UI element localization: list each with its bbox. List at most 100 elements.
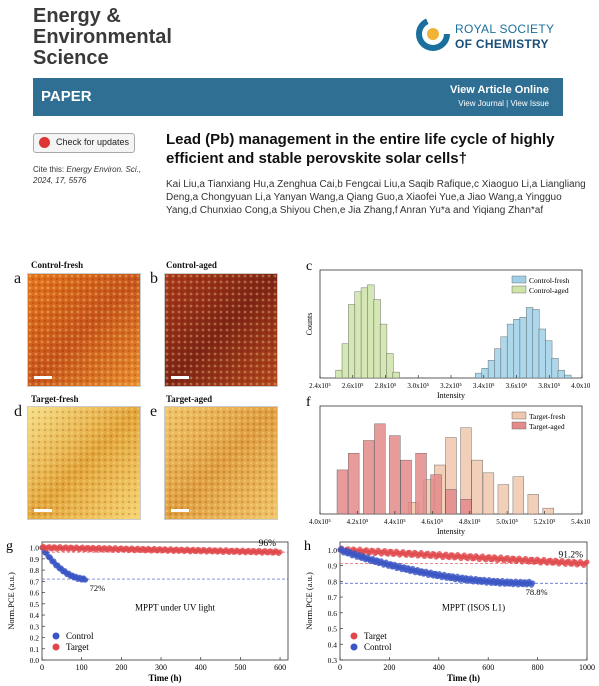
x-tick-label: 4.0x10⁵ xyxy=(309,518,331,526)
hist-bar-target-aged xyxy=(389,435,401,515)
hist-bar-target-fresh xyxy=(497,484,510,515)
data-point-control xyxy=(83,577,89,583)
panel-d-heatmap xyxy=(27,406,141,520)
x-tick-label: 400 xyxy=(195,663,207,672)
hist-bar-target-aged xyxy=(415,453,427,515)
hist-bar-control-fresh xyxy=(532,309,540,379)
hist-bar-control-aged xyxy=(360,287,369,379)
y-tick-label: 0.2 xyxy=(30,634,40,643)
legend-label: Control xyxy=(66,631,94,641)
x-tick-label: 4.8x10⁵ xyxy=(459,518,481,526)
x-tick-label: 3.0x10⁵ xyxy=(407,382,429,390)
paper-banner: PAPER View Article Online View Journal |… xyxy=(33,78,563,116)
cite-label: Cite this: xyxy=(33,165,65,174)
rsc-logo: ROYAL SOCIETY OF CHEMISTRY xyxy=(415,16,595,58)
hist-bar-target-aged xyxy=(374,423,386,515)
hist-bar-control-fresh xyxy=(525,307,534,379)
x-tick-label: 200 xyxy=(383,663,395,672)
hist-bar-control-aged xyxy=(379,323,388,379)
y-tick-label: 0.6 xyxy=(328,609,338,618)
hist-bar-target-aged xyxy=(348,453,360,515)
hist-bar-target-fresh xyxy=(542,507,554,515)
data-point-control xyxy=(530,580,536,586)
control-value-label: 72% xyxy=(90,583,106,593)
check-updates-label: Check for updates xyxy=(56,137,130,147)
data-point-target xyxy=(277,549,283,555)
chart-h: h 0 200 400 600 800 1000 0.3 0.4 0.5 0.6 0.7 0.8 0.9 1… xyxy=(304,539,595,683)
y-axis-label: Counts xyxy=(305,313,314,336)
hist-bar-target-fresh xyxy=(471,459,483,515)
paper-label: PAPER xyxy=(41,88,92,105)
hist-bar-target-aged xyxy=(336,469,349,515)
hist-bar-control-fresh xyxy=(475,372,483,379)
hist-bar-control-fresh xyxy=(494,348,502,379)
x-tick-label: 600 xyxy=(482,663,494,672)
legend-label: Control xyxy=(364,642,392,652)
hist-bar-target-fresh xyxy=(527,494,539,515)
x-tick-label: 3.2x10⁵ xyxy=(440,382,462,390)
hist-bar-control-fresh xyxy=(481,367,489,379)
y-axis-label: Norm.PCE (a.u.) xyxy=(6,572,16,630)
hist-bar-control-fresh xyxy=(519,317,527,379)
hist-bar-control-fresh xyxy=(545,340,553,379)
panel-b-caption: Control-aged xyxy=(166,260,217,270)
y-tick-label: 1.0 xyxy=(30,544,40,553)
y-tick-label: 0.9 xyxy=(328,562,338,571)
x-axis-label: Intensity xyxy=(437,527,465,536)
x-tick-label: 2.6x10⁵ xyxy=(342,382,364,390)
y-tick-label: 0.1 xyxy=(30,645,40,654)
legend-label: Control-aged xyxy=(529,286,569,295)
hist-bar-target-aged xyxy=(400,459,412,515)
x-tick-label: 4.4x10⁵ xyxy=(384,518,406,526)
control-value-label: 78.8% xyxy=(526,587,548,597)
hist-bar-control-fresh xyxy=(551,358,559,379)
x-tick-label: 0 xyxy=(40,663,44,672)
y-tick-label: 1.0 xyxy=(328,546,338,555)
hist-bar-control-aged xyxy=(348,304,356,379)
legend-swatch xyxy=(511,285,527,294)
panel-d-label: d xyxy=(14,403,22,420)
legend-marker xyxy=(52,643,60,651)
article-title: Lead (Pb) management in the entire life … xyxy=(166,131,555,167)
x-tick-label: 5.4x10⁵ xyxy=(571,518,590,526)
x-tick-label: 300 xyxy=(155,663,167,672)
panel-e-caption: Target-aged xyxy=(166,394,213,404)
y-tick-label: 0.3 xyxy=(328,656,338,665)
y-tick-label: 0.8 xyxy=(30,566,40,575)
x-tick-label: 2.4x10⁵ xyxy=(309,382,331,390)
y-tick-label: 0.7 xyxy=(328,593,338,602)
panel-a-heatmap xyxy=(27,273,141,387)
legend-label: Target-aged xyxy=(529,422,565,431)
chart-annotation: MPPT under UV light xyxy=(135,602,215,612)
panel-b-heatmap xyxy=(164,273,278,387)
panel-h-label: h xyxy=(304,539,311,554)
x-tick-label: 3.6x10⁵ xyxy=(506,382,528,390)
x-tick-label: 500 xyxy=(234,663,246,672)
panel-f-label: f xyxy=(306,395,311,410)
panel-e-heatmap xyxy=(164,406,278,520)
x-tick-label: 600 xyxy=(274,663,286,672)
x-tick-label: 4.2x10⁵ xyxy=(347,518,369,526)
y-axis-label: Norm.PCE (a.u.) xyxy=(304,572,314,630)
legend-marker xyxy=(52,632,60,640)
y-tick-label: 0.7 xyxy=(30,577,40,586)
hist-bar-target-fresh xyxy=(512,476,525,515)
panel-a-caption: Control-fresh xyxy=(31,260,84,270)
chart-annotation: MPPT (ISOS L1) xyxy=(442,602,505,612)
hist-bar-control-aged xyxy=(367,284,375,379)
hist-bar-control-fresh xyxy=(500,336,508,379)
y-tick-label: 0.9 xyxy=(30,555,40,564)
panel-g-label: g xyxy=(6,539,13,554)
x-tick-label: 1000 xyxy=(579,663,595,672)
journal-name: Energy & Environmental Science xyxy=(33,6,253,69)
view-journal-issue-links[interactable]: View Journal | View Issue xyxy=(458,99,549,108)
x-tick-label: 2.8x10⁵ xyxy=(375,382,397,390)
legend-marker xyxy=(350,643,358,651)
hist-bar-target-aged xyxy=(460,499,472,515)
check-updates-button[interactable]: Check for updates xyxy=(33,133,135,153)
legend-label: Target xyxy=(364,631,387,641)
x-tick-label: 3.4x10⁵ xyxy=(473,382,495,390)
x-axis-label: Time (h) xyxy=(447,673,480,683)
view-article-online-link[interactable]: View Article Online xyxy=(449,84,549,96)
legend-swatch xyxy=(511,421,527,430)
